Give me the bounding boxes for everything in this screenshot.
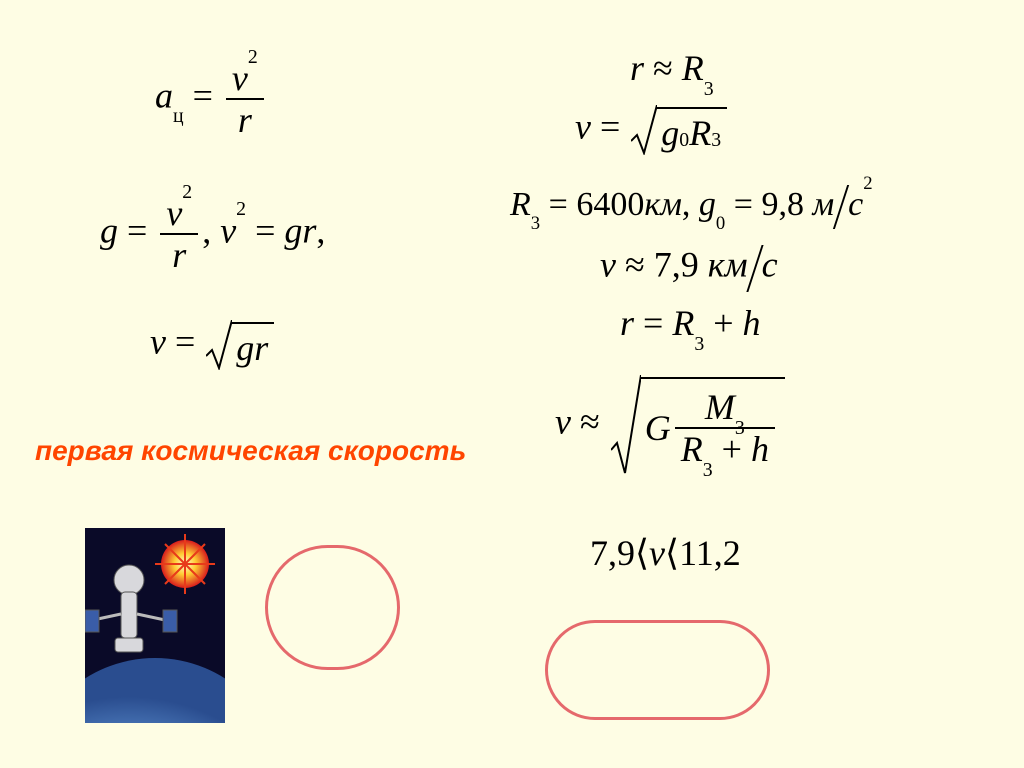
unit-km: км xyxy=(644,186,682,223)
var-g: g xyxy=(699,186,716,223)
val-low: 7,9 xyxy=(590,533,635,573)
space xyxy=(699,245,708,285)
inequality-v-range: 7,9⟨v⟨11,2 xyxy=(590,535,741,571)
eq-r-R3-plus-h: r = R3 + h xyxy=(620,305,761,341)
equals: = xyxy=(175,321,204,361)
comma: , xyxy=(202,210,220,250)
var-h: h xyxy=(743,303,761,343)
radicand: G M3 R3 + h xyxy=(641,377,785,475)
unit-km: км xyxy=(708,245,748,285)
exp-2: 2 xyxy=(236,198,246,220)
var-G: G xyxy=(645,410,671,446)
val-6400: 6400 xyxy=(576,186,644,223)
var-R: R xyxy=(681,429,703,469)
caption-first-cosmic-velocity: первая космическая скорость xyxy=(35,435,466,467)
var-h: h xyxy=(751,429,769,469)
sub-3: 3 xyxy=(694,333,704,355)
eq-v-approx-7-9: v ≈ 7,9 кмс xyxy=(600,245,778,292)
equals: = xyxy=(549,186,577,223)
var-v: v xyxy=(555,401,571,441)
var-r: r xyxy=(226,100,264,138)
exp-2: 2 xyxy=(182,181,192,203)
eq-constants: R3 = 6400км, g0 = 9,8 мс2 xyxy=(510,185,873,229)
sqrt: G M3 R3 + h xyxy=(611,375,785,475)
var-v: v xyxy=(575,106,591,146)
radical-icon xyxy=(206,320,232,370)
fraction: v2 r xyxy=(226,60,264,138)
val-9-8: 9,8 xyxy=(761,186,804,223)
eq-centripetal-accel: aц = v2 r xyxy=(155,60,268,138)
var-M: M xyxy=(705,387,735,427)
rhs-gr: gr xyxy=(284,210,316,250)
exp-2: 2 xyxy=(863,173,872,194)
val-high: 11,2 xyxy=(679,533,741,573)
var-v: v xyxy=(649,533,665,573)
var-R: R xyxy=(682,48,704,88)
eq-g-v2: g = v2 r , v2 = gr, xyxy=(100,195,325,273)
equals: = xyxy=(734,186,762,223)
var-g: g xyxy=(661,115,679,151)
eq-r-approx-R3: r ≈ R3 xyxy=(630,50,714,86)
unit-m: м xyxy=(812,186,834,223)
comma: , xyxy=(316,210,325,250)
eq-v-orbital-general: v ≈ G M3 R3 + h xyxy=(555,375,785,475)
equals: = xyxy=(127,210,156,250)
exp-2: 2 xyxy=(248,46,258,68)
var-R: R xyxy=(689,115,711,151)
radicand: g0 R3 xyxy=(657,107,727,155)
sub-3: 3 xyxy=(703,459,713,481)
sub-0: 0 xyxy=(716,213,725,234)
var-v: v xyxy=(600,245,616,285)
eq-v-sqrt-gr: v = gr xyxy=(150,320,274,370)
radical-icon xyxy=(631,105,657,155)
radicand: gr xyxy=(232,322,274,370)
var-v: v xyxy=(150,321,166,361)
approx: ≈ xyxy=(580,401,609,441)
var-v: v xyxy=(232,58,248,98)
sub-c: ц xyxy=(173,105,184,127)
unit-m-s2: мс2 xyxy=(812,185,872,229)
plus: + xyxy=(713,303,742,343)
red-circle-small xyxy=(265,545,400,670)
equals: = xyxy=(193,75,222,115)
fraction: M3 R3 + h xyxy=(675,389,775,467)
sub-3: 3 xyxy=(704,78,714,100)
sqrt: gr xyxy=(206,320,274,370)
plus: + xyxy=(713,429,751,469)
red-ellipse xyxy=(545,620,770,720)
var-r: r xyxy=(630,48,644,88)
langle: ⟨ xyxy=(635,533,649,573)
var-g: g xyxy=(100,210,118,250)
approx: ≈ xyxy=(625,245,654,285)
val-7-9: 7,9 xyxy=(654,245,699,285)
var-v: v xyxy=(220,210,236,250)
sub-3: 3 xyxy=(735,417,745,439)
spacecraft-illustration xyxy=(85,528,225,723)
var-R: R xyxy=(672,303,694,343)
var-r: r xyxy=(620,303,634,343)
slash-divider xyxy=(833,185,849,229)
equals: = xyxy=(255,210,284,250)
equals: = xyxy=(600,106,629,146)
eq-v-sqrt-g0R3: v = g0 R3 xyxy=(575,105,727,155)
unit-s: с xyxy=(848,186,863,223)
equals: = xyxy=(643,303,672,343)
sqrt: g0 R3 xyxy=(631,105,727,155)
comma: , xyxy=(682,186,699,223)
sub-3: 3 xyxy=(531,213,540,234)
approx: ≈ xyxy=(653,48,682,88)
var-R: R xyxy=(510,186,531,223)
var-v: v xyxy=(166,193,182,233)
radical-icon xyxy=(611,375,641,475)
var-a: a xyxy=(155,75,173,115)
langle: ⟨ xyxy=(665,533,679,573)
unit-s: с xyxy=(762,245,778,285)
fraction: v2 r xyxy=(160,195,198,273)
var-r: r xyxy=(160,235,198,273)
